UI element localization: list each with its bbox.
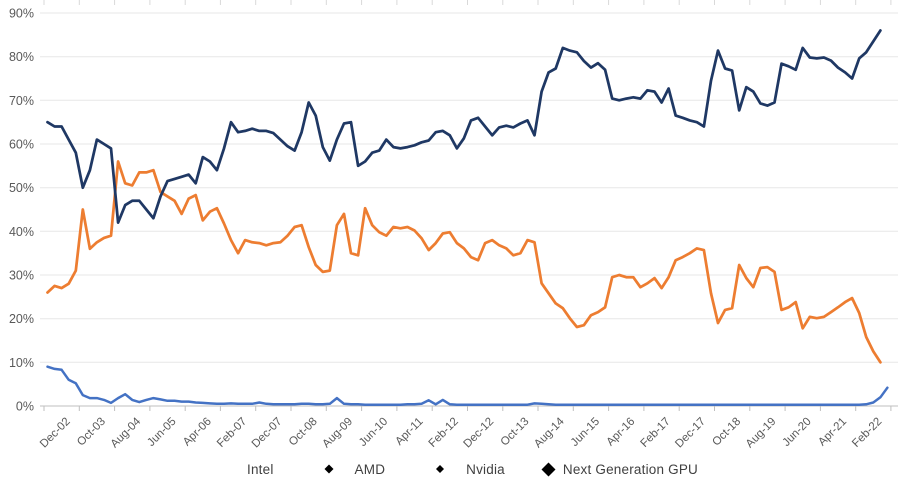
svg-text:Apr-21: Apr-21 <box>816 416 849 449</box>
svg-text:Oct-08: Oct-08 <box>287 416 320 449</box>
legend-item-nvidia: Nvidia <box>421 462 505 477</box>
svg-text:Feb-17: Feb-17 <box>638 416 672 450</box>
svg-text:Apr-11: Apr-11 <box>393 416 425 448</box>
svg-text:80%: 80% <box>9 50 34 64</box>
svg-text:Aug-04: Aug-04 <box>109 415 144 450</box>
legend-item-amd: AMD <box>310 462 386 477</box>
svg-text:Apr-06: Apr-06 <box>181 416 214 449</box>
svg-text:20%: 20% <box>9 312 34 326</box>
legend-label-intel: Intel <box>247 461 274 477</box>
svg-text:Jun-05: Jun-05 <box>145 416 178 449</box>
svg-text:Jun-15: Jun-15 <box>569 416 602 449</box>
legend-label-next-generation-gpu: Next Generation GPU <box>562 461 698 477</box>
svg-text:Aug-09: Aug-09 <box>320 416 355 450</box>
svg-text:Oct-13: Oct-13 <box>499 416 532 449</box>
intel-line-icon <box>202 462 240 476</box>
legend-label-amd: AMD <box>354 461 386 477</box>
svg-text:40%: 40% <box>9 225 34 239</box>
svg-text:Apr-16: Apr-16 <box>605 416 638 449</box>
svg-text:Dec-12: Dec-12 <box>462 416 497 450</box>
amd-line-icon <box>324 464 334 474</box>
svg-text:10%: 10% <box>9 356 34 370</box>
svg-text:Feb-22: Feb-22 <box>850 416 884 450</box>
svg-text:Oct-18: Oct-18 <box>710 416 743 449</box>
svg-text:60%: 60% <box>9 138 34 152</box>
chart-canvas: 0%10%20%30%40%50%60%70%80%90%Dec-02 Oct-0… <box>9 0 898 450</box>
next-generation-gpu-diamond-icon <box>541 462 556 476</box>
svg-text:Dec-02: Dec-02 <box>38 416 73 450</box>
svg-text:0%: 0% <box>16 400 34 414</box>
svg-text:Jun-20: Jun-20 <box>780 416 813 449</box>
svg-text:Aug-14: Aug-14 <box>532 415 567 450</box>
svg-text:Feb-07: Feb-07 <box>215 416 249 450</box>
nvidia-line-icon <box>436 465 445 473</box>
svg-text:Jun-10: Jun-10 <box>357 416 390 449</box>
chart-legend: Intel AMD Nvidia Next Generation GPU <box>0 450 900 488</box>
svg-text:Oct-03: Oct-03 <box>75 416 108 449</box>
legend-item-next-generation-gpu: Next Generation GPU <box>541 462 698 477</box>
svg-text:Dec-17: Dec-17 <box>673 416 708 450</box>
svg-text:30%: 30% <box>9 269 34 283</box>
svg-text:Feb-12: Feb-12 <box>427 416 461 450</box>
svg-text:Aug-19: Aug-19 <box>744 416 779 450</box>
svg-text:Dec-07: Dec-07 <box>250 416 285 450</box>
legend-item-intel: Intel <box>202 462 274 477</box>
svg-text:70%: 70% <box>9 94 34 108</box>
gpu-market-share-chart: 0% 10% 20% 30% 40% 50% 60% 70% 80% 90% Dec-02 Oct-0… <box>9 0 898 450</box>
legend-label-nvidia: Nvidia <box>466 461 505 477</box>
svg-text:90%: 90% <box>9 7 34 21</box>
svg-text:50%: 50% <box>9 181 34 195</box>
